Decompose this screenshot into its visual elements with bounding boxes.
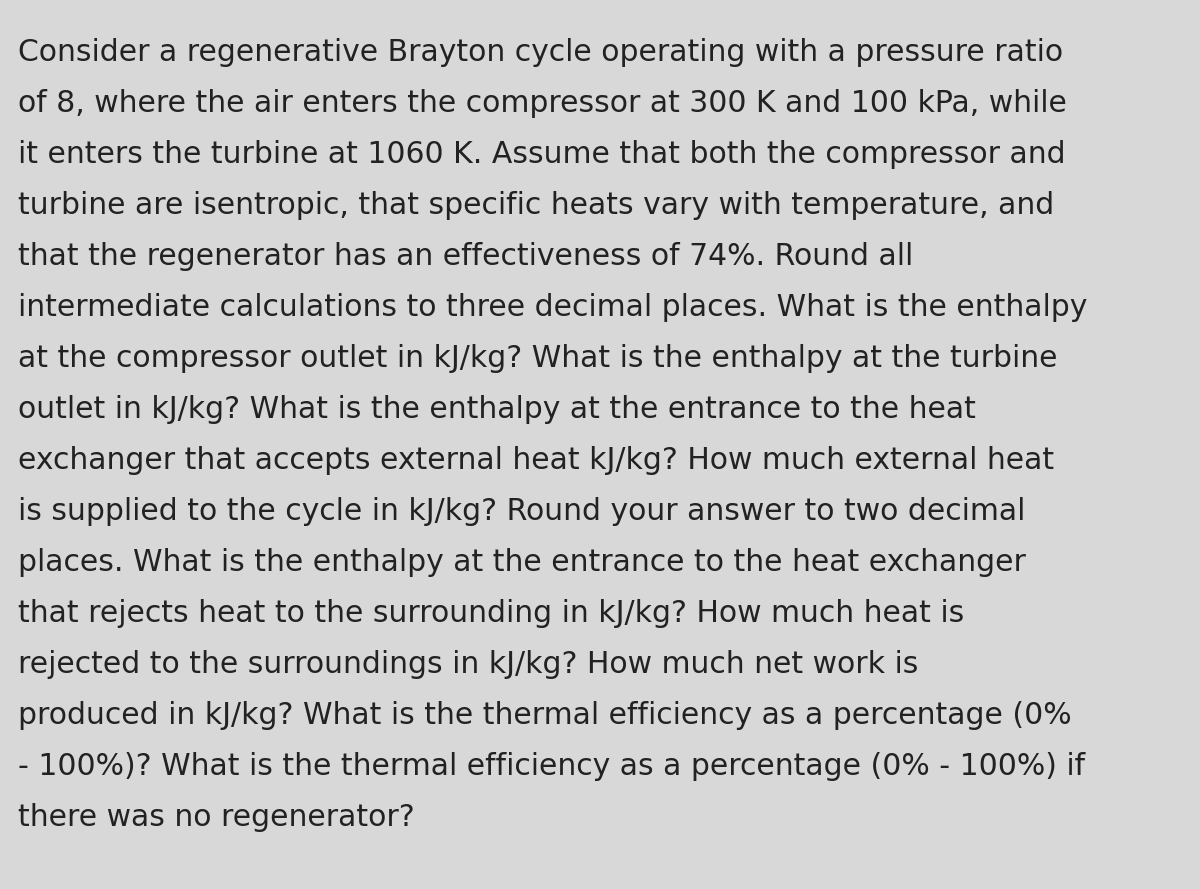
Text: rejected to the surroundings in kJ/kg? How much net work is: rejected to the surroundings in kJ/kg? H…: [18, 650, 918, 679]
Text: at the compressor outlet in kJ/kg? What is the enthalpy at the turbine: at the compressor outlet in kJ/kg? What …: [18, 344, 1057, 373]
Text: it enters the turbine at 1060 K. Assume that both the compressor and: it enters the turbine at 1060 K. Assume …: [18, 140, 1066, 169]
Text: places. What is the enthalpy at the entrance to the heat exchanger: places. What is the enthalpy at the entr…: [18, 548, 1026, 577]
Text: that rejects heat to the surrounding in kJ/kg? How much heat is: that rejects heat to the surrounding in …: [18, 599, 965, 628]
Text: exchanger that accepts external heat kJ/kg? How much external heat: exchanger that accepts external heat kJ/…: [18, 446, 1054, 475]
Text: turbine are isentropic, that specific heats vary with temperature, and: turbine are isentropic, that specific he…: [18, 191, 1055, 220]
Text: Consider a regenerative Brayton cycle operating with a pressure ratio: Consider a regenerative Brayton cycle op…: [18, 38, 1063, 67]
Text: outlet in kJ/kg? What is the enthalpy at the entrance to the heat: outlet in kJ/kg? What is the enthalpy at…: [18, 395, 976, 424]
Text: is supplied to the cycle in kJ/kg? Round your answer to two decimal: is supplied to the cycle in kJ/kg? Round…: [18, 497, 1025, 526]
Text: there was no regenerator?: there was no regenerator?: [18, 803, 415, 832]
Text: produced in kJ/kg? What is the thermal efficiency as a percentage (0%: produced in kJ/kg? What is the thermal e…: [18, 701, 1072, 730]
Text: - 100%)? What is the thermal efficiency as a percentage (0% - 100%) if: - 100%)? What is the thermal efficiency …: [18, 752, 1085, 781]
Text: of 8, where the air enters the compressor at 300 K and 100 kPa, while: of 8, where the air enters the compresso…: [18, 89, 1067, 118]
Text: intermediate calculations to three decimal places. What is the enthalpy: intermediate calculations to three decim…: [18, 293, 1087, 322]
Text: that the regenerator has an effectiveness of 74%. Round all: that the regenerator has an effectivenes…: [18, 242, 913, 271]
